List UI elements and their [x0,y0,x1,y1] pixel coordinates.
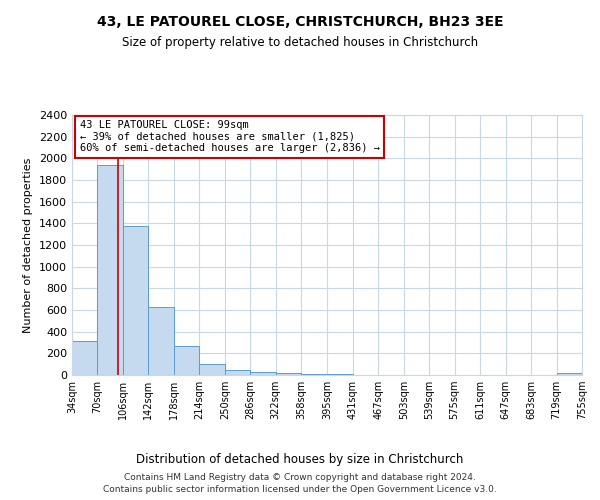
Text: Contains public sector information licensed under the Open Government Licence v3: Contains public sector information licen… [103,486,497,494]
Bar [72,342,97,375]
Bar [97,165,123,375]
Bar [199,364,225,375]
Bar [174,346,199,375]
Bar [123,226,148,375]
Bar [148,306,174,375]
Bar [301,374,326,375]
Text: 43, LE PATOUREL CLOSE, CHRISTCHURCH, BH23 3EE: 43, LE PATOUREL CLOSE, CHRISTCHURCH, BH2… [97,16,503,30]
Bar [225,370,250,375]
Bar [557,374,582,375]
Text: Distribution of detached houses by size in Christchurch: Distribution of detached houses by size … [136,454,464,466]
Bar [250,372,276,375]
Y-axis label: Number of detached properties: Number of detached properties [23,158,34,332]
Bar [328,374,353,375]
Text: Size of property relative to detached houses in Christchurch: Size of property relative to detached ho… [122,36,478,49]
Text: 43 LE PATOUREL CLOSE: 99sqm
← 39% of detached houses are smaller (1,825)
60% of : 43 LE PATOUREL CLOSE: 99sqm ← 39% of det… [80,120,380,154]
Bar [276,373,301,375]
Text: Contains HM Land Registry data © Crown copyright and database right 2024.: Contains HM Land Registry data © Crown c… [124,473,476,482]
